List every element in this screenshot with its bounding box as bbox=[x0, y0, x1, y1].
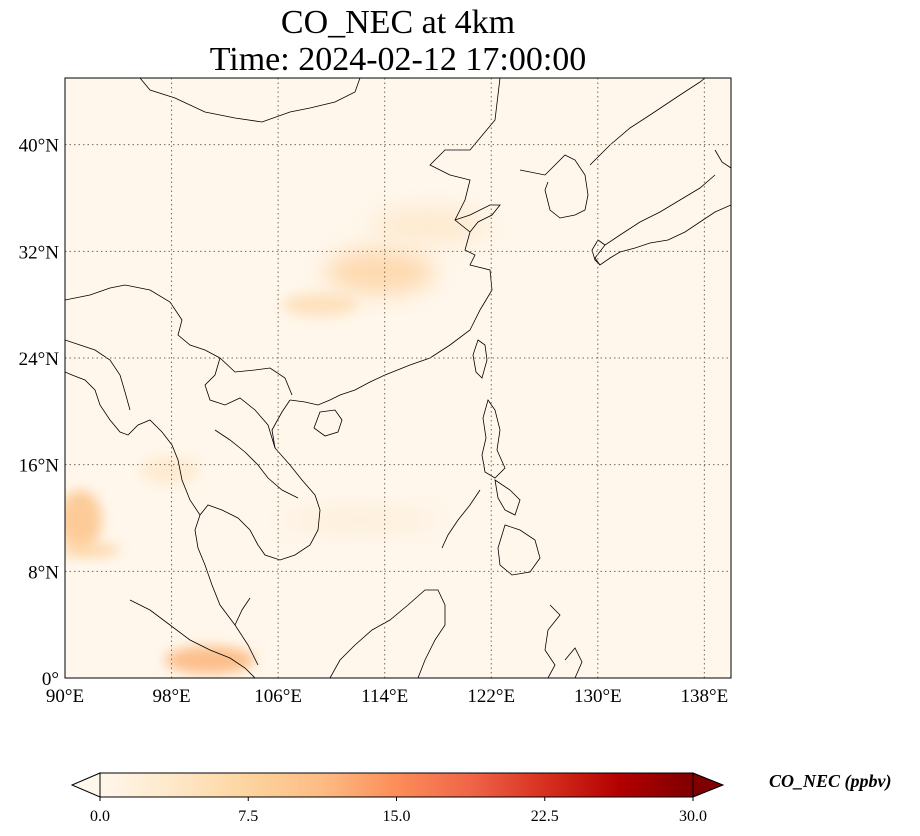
coastlines-borders bbox=[65, 78, 731, 678]
coastline-japan-honshu bbox=[594, 174, 731, 266]
colorbar-extend-max bbox=[692, 772, 725, 798]
coastline-shandong bbox=[454, 204, 501, 233]
plume-thailand bbox=[140, 456, 200, 484]
colorbar-label: CO_NEC (ppbv) bbox=[769, 771, 892, 792]
coastline-japan-hokkaido bbox=[714, 149, 731, 169]
coastline-sumatra bbox=[129, 599, 256, 678]
latitude-ticks: 0° 8°N 16°N 24°N 32°N 40°N bbox=[19, 136, 60, 690]
lon-tick-label: 138°E bbox=[681, 686, 729, 707]
lat-tick-label: 24°N bbox=[19, 349, 60, 370]
lat-tick-label: 16°N bbox=[19, 456, 60, 477]
lon-tick-label: 122°E bbox=[467, 686, 515, 707]
coastline-vietnam bbox=[257, 399, 321, 561]
border-malaysia bbox=[234, 597, 251, 626]
colorbar-tick-label: 0.0 bbox=[90, 808, 110, 825]
map-title: CO_NEC at 4km bbox=[280, 4, 516, 41]
colorbar: 0.0 7.5 15.0 22.5 30.0 CO_NEC (ppbv) bbox=[70, 771, 892, 825]
coastline-gulf-of-thailand bbox=[194, 504, 259, 666]
plume-north-china bbox=[370, 207, 490, 243]
lon-tick-label: 90°E bbox=[46, 686, 84, 707]
map-subtitle-time: Time: 2024-02-12 17:00:00 bbox=[209, 41, 587, 78]
coastline-sulawesi bbox=[544, 604, 561, 678]
lat-tick-label: 0° bbox=[42, 669, 59, 690]
border-india-bangladesh bbox=[65, 339, 131, 411]
coastline-china-east bbox=[289, 78, 501, 406]
coastline-taiwan bbox=[472, 339, 488, 379]
gridlines bbox=[65, 78, 731, 678]
colorbar-extend-min bbox=[70, 772, 101, 798]
coastline-hainan bbox=[313, 409, 343, 437]
plume-andaman bbox=[65, 542, 120, 558]
plume-bay-of-bengal bbox=[65, 490, 102, 550]
coastline-palawan bbox=[441, 489, 481, 549]
border-mongolia bbox=[139, 78, 361, 123]
lon-tick-label: 106°E bbox=[254, 686, 302, 707]
lat-tick-label: 8°N bbox=[28, 562, 59, 583]
coastline-mindanao bbox=[497, 524, 541, 576]
coastline-visayas bbox=[494, 479, 521, 516]
lat-tick-label: 32°N bbox=[19, 242, 60, 263]
plume-sichuan bbox=[282, 293, 358, 317]
border-china-south bbox=[65, 284, 293, 396]
lat-tick-label: 40°N bbox=[19, 136, 60, 157]
plume-central-china bbox=[325, 250, 435, 294]
lon-tick-label: 98°E bbox=[152, 686, 190, 707]
lon-tick-label: 114°E bbox=[361, 686, 408, 707]
map-background bbox=[65, 78, 731, 678]
lon-tick-label: 130°E bbox=[574, 686, 622, 707]
border-laos bbox=[204, 357, 276, 449]
border-thailand-cambodia bbox=[214, 429, 299, 499]
coastline-borneo bbox=[329, 589, 446, 678]
colorbar-tick-label: 30.0 bbox=[679, 808, 707, 825]
coastline-new-guinea bbox=[564, 647, 583, 678]
colorbar-tick-label: 15.0 bbox=[383, 808, 411, 825]
coastline-russia-coast bbox=[589, 78, 706, 166]
coastline-japan-kyushu bbox=[591, 239, 606, 266]
coastline-myanmar bbox=[65, 371, 201, 516]
colorbar-ticks: 0.0 7.5 15.0 22.5 30.0 bbox=[90, 797, 707, 825]
plume-sumatra bbox=[165, 646, 255, 674]
coastline-luzon bbox=[481, 399, 506, 479]
plume-south-china-sea bbox=[280, 508, 440, 532]
map-area bbox=[64, 77, 732, 679]
colorbar-gradient bbox=[99, 772, 694, 798]
colorbar-tick-label: 7.5 bbox=[238, 808, 258, 825]
longitude-ticks: 90°E 98°E 106°E 114°E 122°E 130°E 138°E bbox=[46, 686, 728, 707]
coastline-korea bbox=[519, 154, 589, 219]
colorbar-tick-label: 22.5 bbox=[531, 808, 559, 825]
map-frame bbox=[64, 77, 732, 679]
